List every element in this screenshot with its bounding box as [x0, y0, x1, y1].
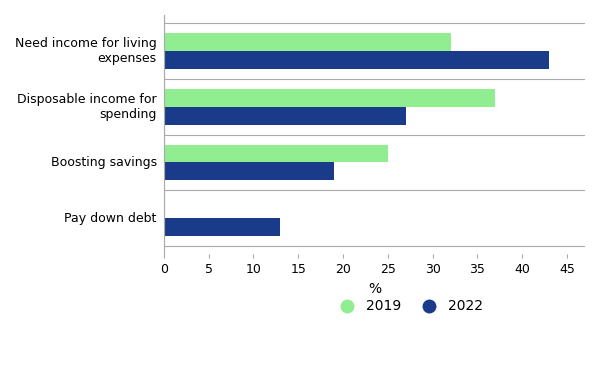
Bar: [164, 145, 388, 162]
Legend: 2019, 2022: 2019, 2022: [327, 294, 489, 319]
X-axis label: %: %: [368, 282, 381, 296]
Bar: [164, 218, 280, 236]
Bar: [164, 162, 334, 180]
Bar: [164, 89, 496, 107]
Bar: [164, 107, 406, 125]
Bar: [164, 33, 451, 51]
Bar: [164, 51, 549, 69]
